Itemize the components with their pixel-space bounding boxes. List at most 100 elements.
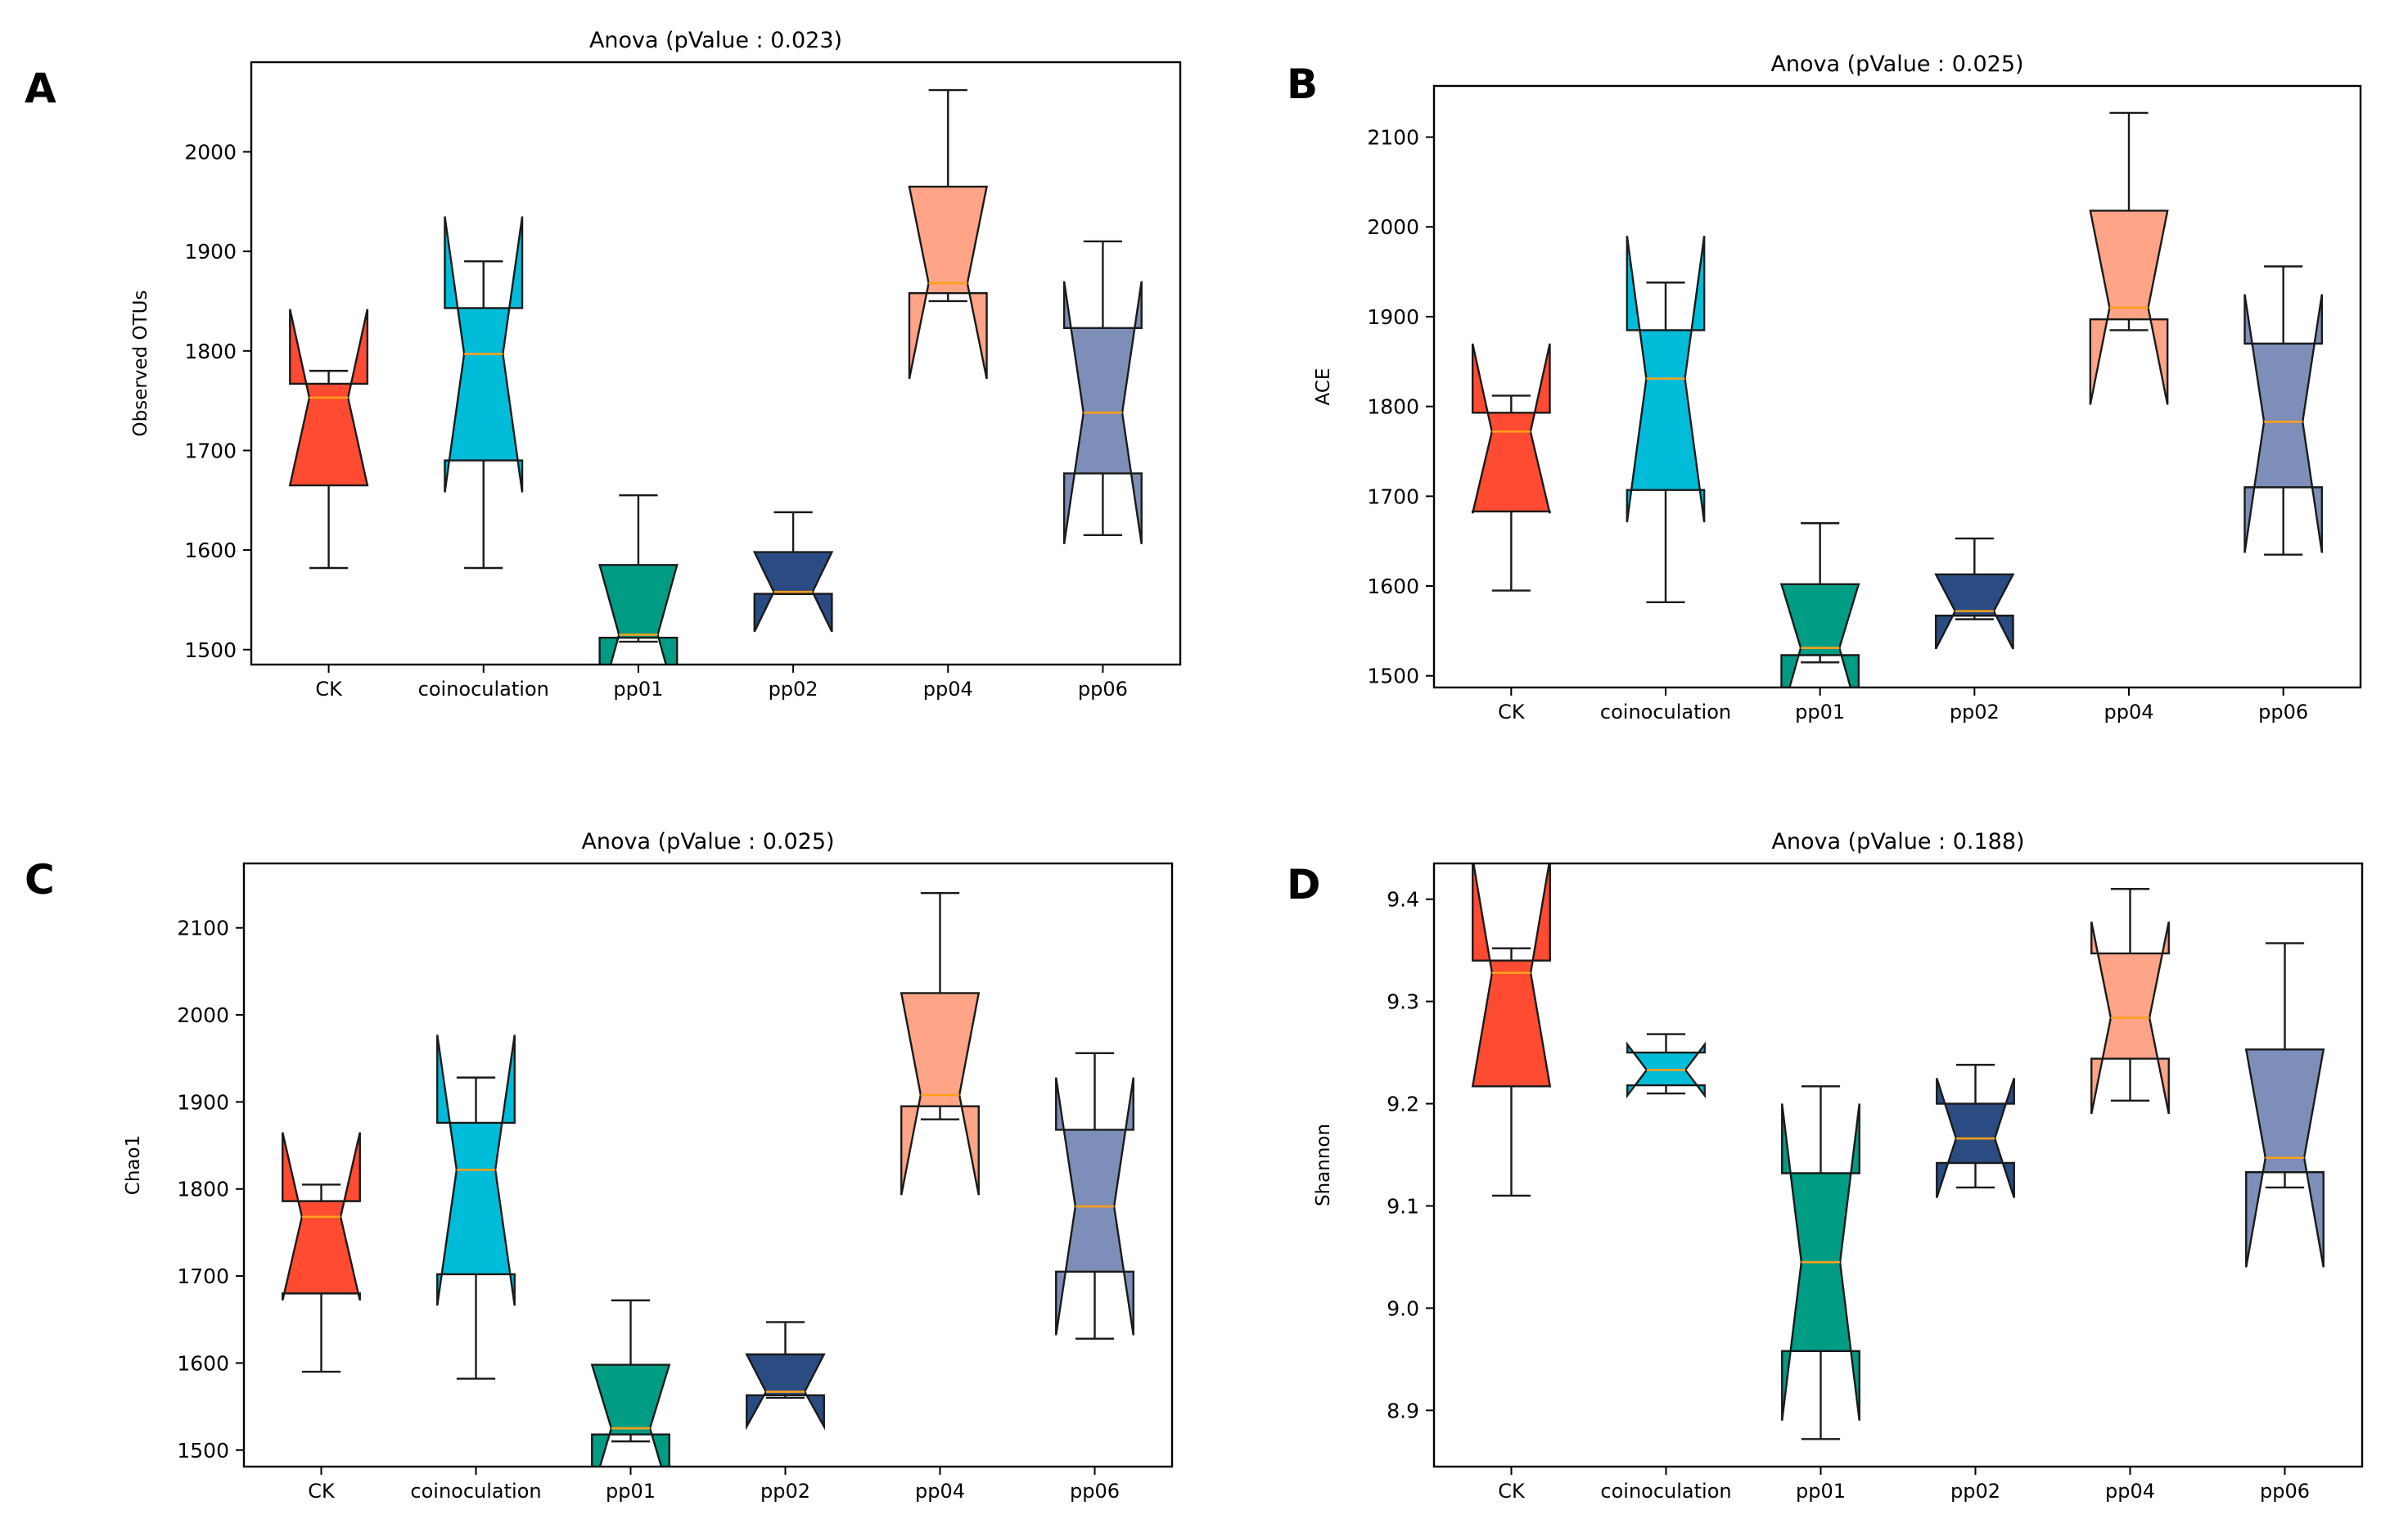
- x-tick-label: coinoculation: [410, 1480, 541, 1503]
- x-tick-label: coinoculation: [1600, 1480, 1731, 1503]
- plot-area: [1471, 863, 2325, 1440]
- box-ck: [1471, 343, 1551, 592]
- panel-letter: D: [1287, 861, 1321, 908]
- notched-box: [745, 1353, 826, 1431]
- y-tick-label: 1800: [177, 1178, 229, 1201]
- y-axis-label: Observed OTUs: [130, 291, 151, 437]
- y-tick-label: 1500: [1367, 665, 1419, 688]
- y-tick-label: 9.2: [1387, 1093, 1419, 1116]
- y-tick-label: 1500: [184, 638, 237, 662]
- x-tick-label: coinoculation: [418, 678, 549, 701]
- y-axis-label: Shannon: [1313, 1124, 1334, 1206]
- y-tick-label: 1700: [177, 1264, 229, 1288]
- axes-frame: [1432, 84, 2362, 689]
- y-tick-label: 9.4: [1387, 888, 1419, 912]
- box-coinoculation: [436, 1034, 516, 1380]
- notched-box: [1471, 343, 1551, 514]
- y-tick-label: 2100: [177, 917, 229, 940]
- axes-frame: [1432, 862, 2364, 1468]
- x-tick-label: pp02: [1950, 1480, 2000, 1503]
- x-tick-label: CK: [315, 678, 343, 701]
- box-pp06: [1062, 240, 1143, 544]
- y-tick-label: 1900: [1367, 305, 1419, 329]
- y-tick-label: 2100: [1367, 126, 1419, 150]
- box-pp02: [745, 1321, 826, 1431]
- chart-title: Anova (pValue : 0.023): [589, 28, 842, 53]
- notched-box: [598, 564, 679, 665]
- y-tick-label: 9.3: [1387, 990, 1419, 1014]
- x-tick-label: pp04: [923, 678, 973, 701]
- y-tick-label: 8.9: [1387, 1399, 1419, 1422]
- x-tick-label: pp06: [1078, 678, 1128, 701]
- box-pp02: [752, 511, 834, 633]
- y-axis-label: Chao1: [123, 1135, 144, 1195]
- y-tick-label: 1700: [1367, 485, 1419, 508]
- x-tick-label: CK: [308, 1480, 336, 1503]
- y-tick-label: 1800: [1367, 395, 1419, 419]
- x-tick-label: pp01: [613, 678, 663, 701]
- x-tick-label: coinoculation: [1600, 701, 1731, 723]
- y-tick-label: 2000: [177, 1003, 229, 1027]
- box-pp06: [2244, 942, 2325, 1268]
- axes-frame: [250, 61, 1182, 666]
- box-pp01: [1779, 522, 1860, 687]
- x-tick-label: pp02: [769, 678, 818, 701]
- box-coinoculation: [1626, 236, 1706, 603]
- box-pp04: [2089, 111, 2169, 405]
- box-ck: [282, 1132, 361, 1373]
- box-pp04: [2090, 888, 2170, 1115]
- y-axis-label: ACE: [1313, 368, 1334, 406]
- notched-box: [590, 1363, 671, 1467]
- box-pp01: [1781, 1085, 1860, 1440]
- box-pp02: [1936, 1063, 2015, 1198]
- x-tick-label: pp01: [606, 1480, 656, 1503]
- x-tick-label: pp06: [1070, 1480, 1120, 1503]
- panel-letter: A: [25, 65, 56, 112]
- y-tick-label: 1600: [1367, 575, 1419, 598]
- x-tick-label: pp04: [915, 1480, 965, 1503]
- x-tick-label: CK: [1498, 701, 1526, 723]
- x-tick-label: pp02: [760, 1480, 810, 1503]
- box-pp04: [908, 88, 989, 380]
- box-pp01: [598, 494, 679, 665]
- box-pp06: [1055, 1052, 1134, 1340]
- axes-frame: [242, 862, 1174, 1468]
- notched-box: [1471, 863, 1552, 1088]
- x-tick-label: pp01: [1795, 701, 1845, 723]
- notched-box: [1779, 583, 1860, 687]
- panel-d: D Anova (pValue : 0.188) Shannon 8.9 9.0 9.1 9…: [1287, 829, 2364, 1503]
- box-pp06: [2243, 265, 2324, 556]
- plot-area: [1471, 111, 2324, 687]
- panel-letter: B: [1287, 61, 1318, 108]
- y-tick-label: 1600: [177, 1351, 229, 1375]
- y-tick-label: 1600: [184, 539, 237, 562]
- y-tick-label: 9.1: [1387, 1194, 1419, 1218]
- x-tick-label: pp01: [1796, 1480, 1846, 1503]
- chart-title: Anova (pValue : 0.188): [1771, 829, 2024, 854]
- panel-letter: C: [25, 856, 55, 904]
- notched-box: [2243, 294, 2324, 553]
- chart-title: Anova (pValue : 0.025): [581, 829, 834, 854]
- y-tick-label: 1800: [184, 340, 237, 363]
- y-tick-label: 2000: [184, 140, 237, 164]
- chart-title: Anova (pValue : 0.025): [1770, 52, 2023, 77]
- plot-area: [288, 88, 1143, 665]
- y-tick-label: 1500: [177, 1439, 229, 1463]
- y-tick-label: 1900: [184, 240, 237, 264]
- y-tick-label: 1700: [184, 439, 237, 462]
- x-tick-label: pp06: [2260, 1480, 2310, 1503]
- y-tick-label: 9.0: [1387, 1296, 1419, 1320]
- x-tick-label: pp02: [1950, 701, 2000, 723]
- x-tick-label: pp04: [2105, 1480, 2155, 1503]
- box-coinoculation: [444, 216, 524, 570]
- x-tick-label: CK: [1498, 1480, 1526, 1503]
- box-ck: [1471, 863, 1552, 1197]
- x-tick-label: pp04: [2104, 701, 2153, 723]
- box-coinoculation: [1626, 1033, 1706, 1099]
- x-tick-label: pp06: [2258, 701, 2308, 723]
- panel-b: B Anova (pValue : 0.025) ACE 1500 1600 1700 18…: [1287, 52, 2362, 723]
- box-pp01: [590, 1299, 671, 1467]
- plot-area: [282, 891, 1134, 1467]
- box-ck: [288, 309, 369, 570]
